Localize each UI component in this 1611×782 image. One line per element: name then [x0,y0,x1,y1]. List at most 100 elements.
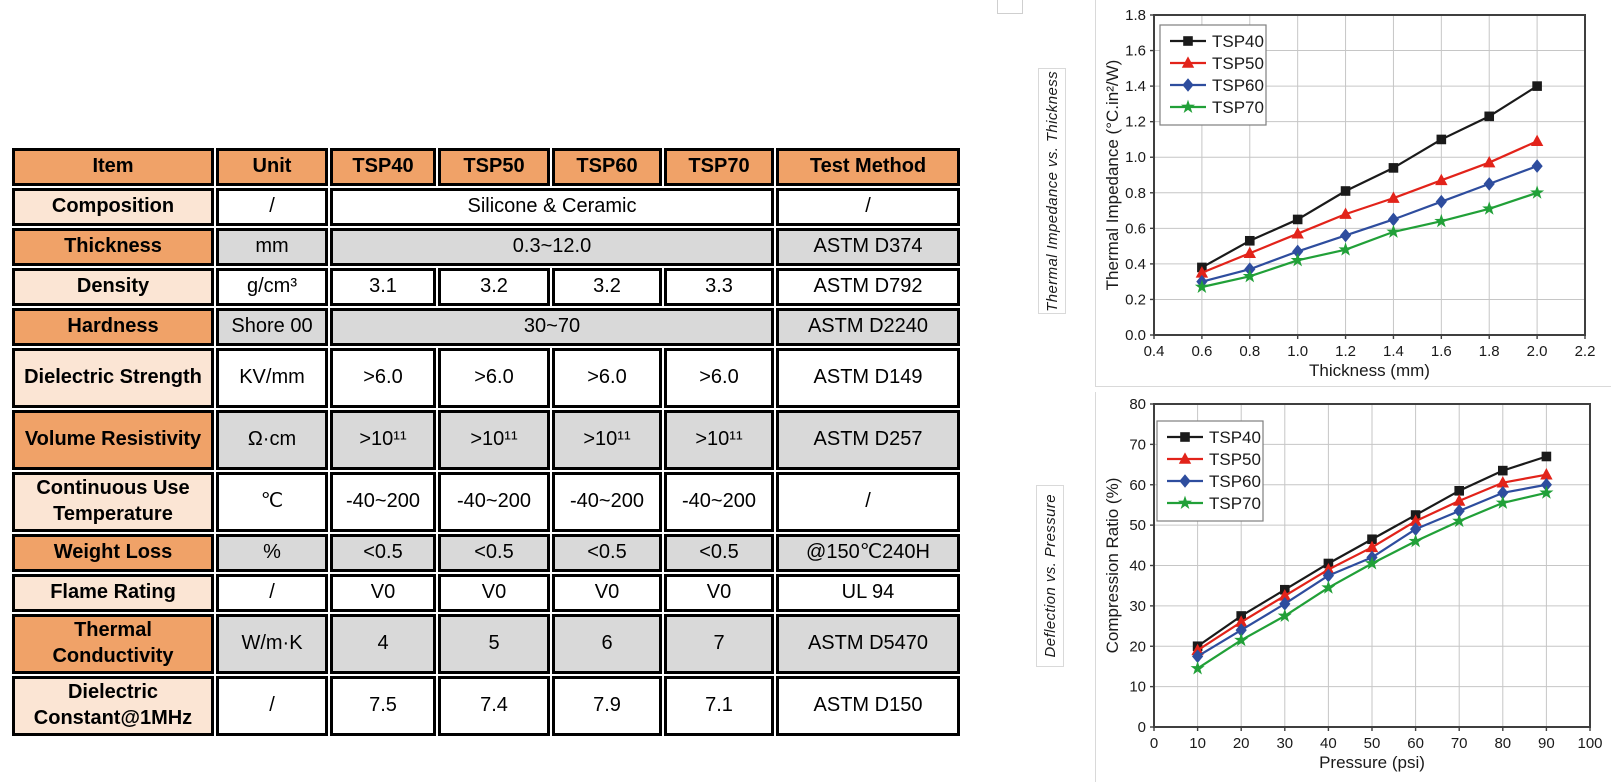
legend-label: TSP70 [1212,98,1264,117]
row-data-value: >6.0 [438,348,550,408]
y-tick-label: 0.6 [1125,220,1146,237]
y-tick-label: 1.8 [1125,7,1146,24]
legend-label: TSP50 [1209,450,1261,469]
row-data-value: 3.1 [330,268,436,306]
y-tick-label: 0 [1138,719,1146,736]
material-spec-table: Item Unit TSP40 TSP50 TSP60 TSP70 Test Method … [10,146,962,738]
table-row: Composition / Silicone & Ceramic / [12,188,960,226]
row-data-value: >10¹¹ [552,410,662,470]
legend: TSP40 TSP50 TSP60 TSP70 [1156,420,1264,522]
row-unit-value: ℃ [216,472,328,532]
table-row: Weight Loss% <0.5 <0.5 <0.5 <0.5 @150℃240H [12,534,960,572]
column-header-tsp70: TSP70 [664,148,774,186]
row-item-label: Dielectric Constant@1MHz [12,676,214,736]
row-unit-value: / [216,676,328,736]
table-row: Flame Rating / V0 V0 V0 V0 UL 94 [12,574,960,612]
row-unit-value: mm [216,228,328,266]
x-axis-label: Thickness (mm) [1309,361,1430,380]
compression-ratio-chart: 0 10 20 30 40 50 60 70 80 90 100 0 10 20 30 40 50 60 70 80 P… [1096,388,1611,782]
plot-frame [1153,14,1586,336]
y-axis-label: Compression Ratio (%) [1103,478,1122,654]
row-data-value: V0 [330,574,436,612]
row-data-value: <0.5 [552,534,662,572]
chart2-panel-border [1095,392,1096,782]
table-row: Volume Resistivity Ω·cm >10¹¹ >10¹¹ >10¹¹ >10… [12,410,960,470]
row-test-method: UL 94 [776,574,960,612]
x-tick-label: 1.6 [1431,343,1452,360]
column-header-tsp40: TSP40 [330,148,436,186]
row-unit-value: / [216,574,328,612]
row-data-value: >10¹¹ [664,410,774,470]
table-row: Continuous Use Temperature ℃ -40~200 -40~20… [12,472,960,532]
decorative-empty-box [997,0,1023,14]
row-test-method: @150℃240H [776,534,960,572]
series-TSP50 [1191,468,1553,656]
column-header-tsp50: TSP50 [438,148,550,186]
y-tick-label: 10 [1129,679,1146,696]
y-tick-label: 0.8 [1125,185,1146,202]
row-data-value: 7.9 [552,676,662,736]
legend-label: TSP40 [1212,32,1264,51]
y-tick-label: 40 [1129,558,1146,575]
y-tick-label: 1.2 [1125,114,1146,131]
x-tick-label: 60 [1407,735,1424,752]
column-header-test-method: Test Method [776,148,960,186]
x-tick-label: 80 [1494,735,1511,752]
y-tick-label: 0.4 [1125,256,1146,273]
series-TSP70 [1190,485,1554,675]
legend-label: TSP50 [1212,54,1264,73]
row-unit-value: KV/mm [216,348,328,408]
x-tick-label: 0.8 [1239,343,1260,360]
y-tick-label: 0.2 [1125,291,1146,308]
y-tick-label: 50 [1129,517,1146,534]
x-tick-label: 70 [1451,735,1468,752]
x-tick-label: 2.2 [1575,343,1596,360]
column-header-tsp60: TSP60 [552,148,662,186]
x-tick-label: 1.4 [1383,343,1404,360]
row-data-value: <0.5 [330,534,436,572]
tick-labels: 0 10 20 30 40 50 60 70 80 90 100 0 10 20 30 40 50 60 70 80 [1129,396,1602,752]
row-unit-value: W/m·K [216,614,328,674]
row-test-method: / [776,188,960,226]
row-test-method: ASTM D2240 [776,308,960,346]
row-data-value: >6.0 [330,348,436,408]
chart1-panel-border [1095,0,1096,386]
legend-label: TSP60 [1212,76,1264,95]
tick-labels: 0.4 0.6 0.8 1.0 1.2 1.4 1.6 1.8 2.0 2.2 0.0 0.2 0.4 0… [1125,7,1595,360]
x-tick-label: 1.2 [1335,343,1356,360]
legend-label: TSP70 [1209,494,1261,513]
row-item-label: Weight Loss [12,534,214,572]
legend-label: TSP60 [1209,472,1261,491]
row-unit-value: Shore 00 [216,308,328,346]
y-tick-label: 80 [1129,396,1146,413]
row-data-value: 5 [438,614,550,674]
row-data-value: 0.3~12.0 [330,228,774,266]
y-tick-label: 70 [1129,436,1146,453]
y-tick-label: 1.6 [1125,43,1146,60]
row-data-value: >10¹¹ [438,410,550,470]
row-data-value: 3.2 [438,268,550,306]
row-data-value: <0.5 [438,534,550,572]
y-tick-label: 0.0 [1125,327,1146,344]
series-TSP40 [1197,81,1542,273]
x-tick-label: 40 [1320,735,1337,752]
x-tick-label: 10 [1189,735,1206,752]
row-unit-value: / [216,188,328,226]
row-item-label: Density [12,268,214,306]
y-tick-label: 60 [1129,477,1146,494]
chart1-side-caption: Thermal Impedance vs. Thickness [1038,68,1066,314]
row-data-value: 30~70 [330,308,774,346]
x-tick-label: 100 [1577,735,1602,752]
x-tick-label: 1.8 [1479,343,1500,360]
row-test-method: ASTM D792 [776,268,960,306]
row-data-value: -40~200 [438,472,550,532]
row-data-value: >10¹¹ [330,410,436,470]
legend: TSP40 TSP50 TSP60 TSP70 [1159,24,1267,126]
row-item-label: Composition [12,188,214,226]
row-test-method: / [776,472,960,532]
row-item-label: Dielectric Strength [12,348,214,408]
thermal-impedance-chart: 0.4 0.6 0.8 1.0 1.2 1.4 1.6 1.8 2.0 2.2 0.0 0.2 0.4 0… [1096,0,1611,386]
row-test-method: ASTM D149 [776,348,960,408]
row-item-label: Thermal Conductivity [12,614,214,674]
